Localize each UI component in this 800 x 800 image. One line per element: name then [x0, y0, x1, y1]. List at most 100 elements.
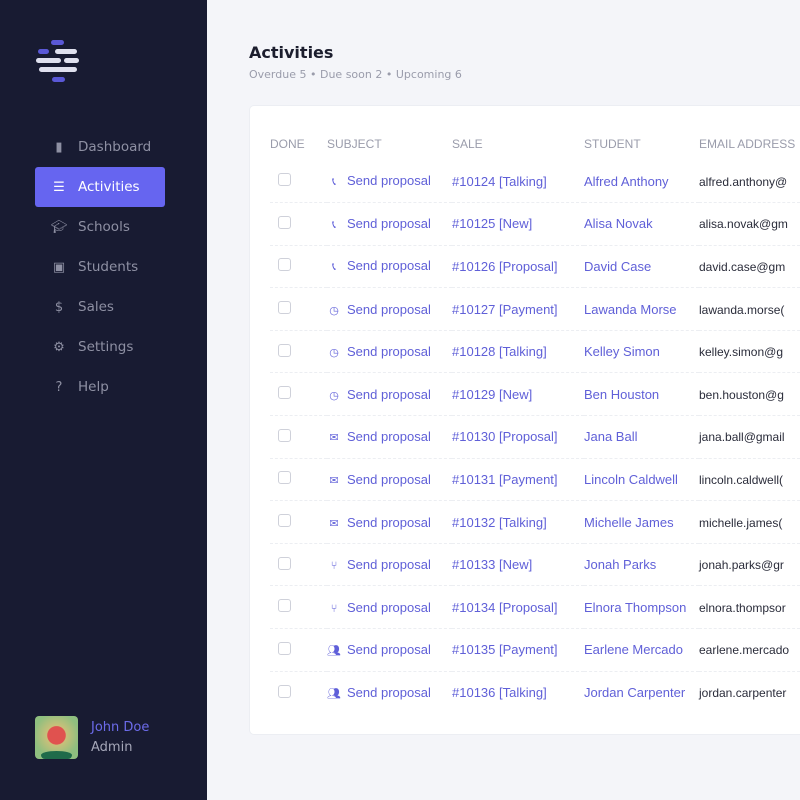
sale-link[interactable]: #10125 [New]	[452, 216, 533, 232]
list-icon: ☰	[53, 179, 65, 195]
subject-link[interactable]: Send proposal	[347, 215, 431, 231]
sale-cell: #10127 [Payment]	[452, 287, 584, 331]
subject-link[interactable]: Send proposal	[347, 514, 431, 530]
column-header-sale[interactable]: SALE	[452, 137, 483, 151]
clock-icon: ◷	[329, 347, 339, 360]
subject-link[interactable]: Send proposal	[347, 599, 431, 615]
sidebar-item-dashboard[interactable]: ▮ Dashboard	[35, 127, 165, 167]
student-link[interactable]: David Case	[584, 258, 652, 274]
subject-link[interactable]: Send proposal	[347, 258, 431, 274]
sidebar-item-settings[interactable]: ⚙ Settings	[35, 327, 165, 367]
page-title: Activities	[249, 43, 334, 62]
envelope-icon: ✉	[329, 517, 339, 530]
column-header-subject[interactable]: SUBJECT	[327, 137, 382, 151]
done-checkbox[interactable]	[278, 514, 291, 528]
sidebar-item-sales[interactable]: $ Sales	[35, 287, 165, 327]
done-checkbox[interactable]	[278, 556, 291, 570]
sidebar-item-activities[interactable]: ☰ Activities	[35, 167, 165, 207]
sale-link[interactable]: #10136 [Talking]	[452, 685, 547, 701]
subject-cell: ✉ Send proposal	[327, 458, 452, 502]
done-checkbox[interactable]	[278, 301, 291, 315]
sale-link[interactable]: #10130 [Proposal]	[452, 429, 558, 445]
email-cell: lawanda.morse(	[699, 287, 800, 331]
phone-icon: 📞︎	[332, 218, 336, 231]
envelope-icon: ✉	[329, 432, 339, 445]
done-cell	[270, 287, 327, 331]
subject-link[interactable]: Send proposal	[347, 429, 431, 445]
subject-link[interactable]: Send proposal	[347, 301, 431, 317]
column-header-student[interactable]: STUDENT	[584, 137, 641, 151]
email-address: elnora.thompsor	[699, 600, 786, 615]
email-cell: michelle.james(	[699, 500, 800, 544]
subject-link[interactable]: Send proposal	[347, 173, 431, 189]
student-link[interactable]: Jana Ball	[584, 429, 638, 445]
subject-link[interactable]: Send proposal	[347, 344, 431, 360]
email-address: jonah.parks@gr	[699, 558, 784, 573]
student-link[interactable]: Alisa Novak	[584, 216, 653, 232]
done-checkbox[interactable]	[278, 386, 291, 400]
done-checkbox[interactable]	[278, 173, 291, 187]
table-row: ◷ Send proposal #10129 [New] Ben Houston …	[270, 372, 800, 417]
sale-link[interactable]: #10124 [Talking]	[452, 173, 547, 189]
sale-cell: #10130 [Proposal]	[452, 415, 584, 459]
student-link[interactable]: Lawanda Morse	[584, 301, 677, 317]
table-row: ✉ Send proposal #10132 [Talking] Michelle…	[270, 500, 800, 544]
done-checkbox[interactable]	[278, 471, 291, 485]
student-link[interactable]: Alfred Anthony	[584, 173, 669, 189]
student-link[interactable]: Ben Houston	[584, 386, 660, 402]
clock-icon: ◷	[329, 389, 339, 402]
student-link[interactable]: Kelley Simon	[584, 344, 660, 360]
sale-link[interactable]: #10129 [New]	[452, 386, 533, 402]
sidebar-item-schools[interactable]: 🎓︎ Schools	[35, 207, 165, 247]
student-link[interactable]: Michelle James	[584, 514, 674, 530]
sidebar-item-label: Students	[78, 259, 139, 275]
email-cell: elnora.thompsor	[699, 585, 800, 630]
done-checkbox[interactable]	[278, 343, 291, 357]
column-header-done[interactable]: DONE	[270, 137, 305, 151]
sale-link[interactable]: #10135 [Payment]	[452, 642, 558, 658]
sale-link[interactable]: #10127 [Payment]	[452, 301, 558, 317]
done-cell	[270, 500, 327, 544]
sale-link[interactable]: #10132 [Talking]	[452, 514, 547, 530]
sale-link[interactable]: #10134 [Proposal]	[452, 599, 558, 615]
sidebar-item-label: Sales	[78, 299, 114, 315]
done-checkbox[interactable]	[278, 641, 291, 655]
done-checkbox[interactable]	[278, 684, 291, 698]
student-link[interactable]: Jordan Carpenter	[584, 685, 686, 701]
activities-card: DONE SUBJECT SALE STUDENT EMAIL ADDRESS …	[249, 105, 800, 735]
user-name[interactable]: John Doe	[91, 720, 150, 735]
sidebar-item-label: Help	[78, 379, 109, 395]
sale-link[interactable]: #10131 [Payment]	[452, 471, 558, 487]
student-link[interactable]: Jonah Parks	[584, 557, 657, 573]
done-checkbox[interactable]	[278, 215, 291, 229]
sidebar-item-students[interactable]: ▣ Students	[35, 247, 165, 287]
done-checkbox[interactable]	[278, 599, 291, 613]
done-cell	[270, 585, 327, 630]
subject-link[interactable]: Send proposal	[347, 685, 431, 701]
stat-overdue: Overdue 5	[249, 68, 307, 81]
student-link[interactable]: Elnora Thompson	[584, 599, 687, 615]
sale-link[interactable]: #10126 [Proposal]	[452, 258, 558, 274]
subject-link[interactable]: Send proposal	[347, 471, 431, 487]
subject-cell: ✉ Send proposal	[327, 415, 452, 459]
user-profile[interactable]: John Doe Admin	[35, 716, 149, 759]
phone-icon: 📞︎	[332, 261, 336, 274]
sidebar-nav: ▮ Dashboard ☰ Activities 🎓︎ Schools ▣ Studen…	[35, 127, 165, 407]
done-cell	[270, 330, 327, 374]
student-cell: Elnora Thompson	[584, 585, 699, 630]
done-checkbox[interactable]	[278, 258, 291, 272]
done-checkbox[interactable]	[278, 428, 291, 442]
email-cell: david.case@gm	[699, 245, 800, 289]
student-link[interactable]: Lincoln Caldwell	[584, 471, 678, 487]
student-link[interactable]: Earlene Mercado	[584, 642, 683, 658]
sale-link[interactable]: #10133 [New]	[452, 557, 533, 573]
student-cell: Kelley Simon	[584, 330, 699, 374]
sidebar-item-help[interactable]: ? Help	[35, 367, 165, 407]
email-cell: alfred.anthony@	[699, 160, 800, 204]
subject-link[interactable]: Send proposal	[347, 642, 431, 658]
subject-cell: 📞︎ Send proposal	[327, 160, 452, 204]
column-header-email[interactable]: EMAIL ADDRESS	[699, 137, 796, 151]
subject-link[interactable]: Send proposal	[347, 386, 431, 402]
subject-link[interactable]: Send proposal	[347, 557, 431, 573]
sale-link[interactable]: #10128 [Talking]	[452, 344, 547, 360]
